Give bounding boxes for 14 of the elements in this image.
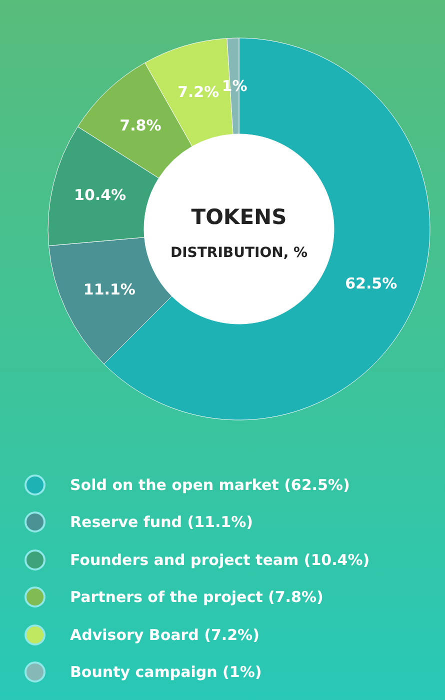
data-label: 1% (222, 77, 248, 96)
data-label: 10.4% (74, 186, 126, 204)
text: TOKENS (191, 205, 287, 229)
text: DISTRIBUTION, % (170, 245, 308, 261)
data-label: 62.5% (345, 274, 398, 293)
legend-label: Partners of the project (7.8%) (70, 588, 324, 606)
legend-label: Founders and project team (10.4%) (70, 550, 370, 569)
data-label: 7.8% (120, 116, 162, 134)
slice-label: Sold on the open market (62.5%) (70, 476, 350, 494)
data-label: 11.1% (83, 280, 136, 298)
data-label: 7.2% (177, 82, 220, 101)
legend-label: Reserve fund (11.1%) (70, 513, 253, 532)
legend-label: Advisory Board (7.2%) (70, 626, 260, 644)
legend-label: Bounty campaign (1%) (70, 663, 262, 682)
